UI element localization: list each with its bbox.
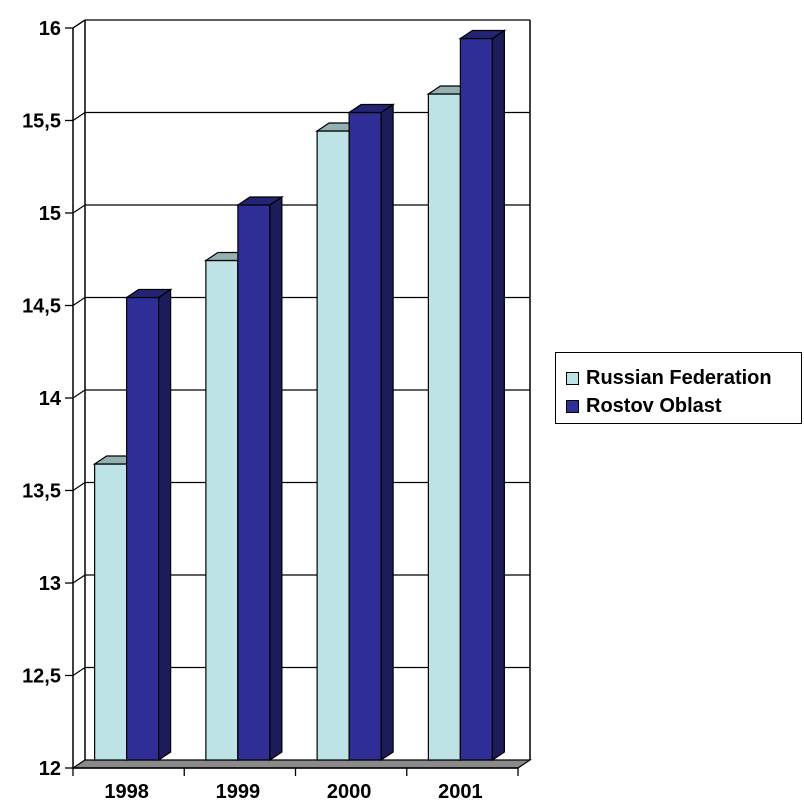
x-tick-label: 1999 [216, 781, 261, 803]
y-tick-label: 14 [39, 388, 62, 410]
y-tick-label: 14,5 [22, 296, 61, 318]
bar-top-face [124, 288, 173, 299]
bar-front-face [237, 204, 271, 761]
y-tick-label: 12,5 [22, 666, 61, 688]
bar-top-face [347, 103, 396, 114]
y-tick-label: 13,5 [22, 481, 61, 503]
axes [65, 19, 531, 776]
y-tick-label: 16 [39, 18, 61, 40]
legend-label-russian-federation: Russian Federation [586, 367, 772, 389]
gridline-depth [72, 297, 86, 306]
legend-item-russian-federation: Russian Federation [566, 367, 772, 390]
bar-top-face [235, 196, 284, 206]
bar-rostov-oblast-1999 [235, 195, 284, 762]
bar-top-face [458, 29, 507, 40]
bar-russian-federation-1998 [92, 454, 141, 762]
gridline-depth [72, 204, 86, 214]
legend-swatch-russian-federation [566, 372, 579, 385]
bar-side-face [380, 103, 394, 762]
bar-front-face [94, 463, 128, 761]
legend-label-rostov-oblast: Rostov Oblast [586, 395, 722, 417]
bar-front-face [126, 296, 160, 761]
x-tick-label: 1998 [104, 781, 149, 803]
gridline-depth [72, 667, 86, 676]
gridline-depth [72, 482, 86, 491]
gridline-depth [72, 389, 86, 399]
bar-rostov-oblast-2001 [458, 29, 507, 762]
side-wall-top-edge [72, 19, 86, 29]
x-tick-label: 2000 [327, 781, 372, 803]
x-tick-label: 2001 [438, 781, 483, 803]
plot-floor [71, 759, 532, 769]
bar-side-face [491, 29, 505, 762]
bar-front-face [348, 111, 382, 761]
bar-rostov-oblast-1998 [124, 288, 173, 762]
legend: Russian Federation Rostov Oblast [555, 352, 802, 424]
bar-front-face [459, 37, 493, 761]
tick-labels: 12 12,5 13 13,5 14 14,5 15 15,5 16 1998 1999 2000 20… [22, 18, 483, 803]
legend-swatch-rostov-oblast [566, 400, 579, 413]
y-tick-label: 15,5 [22, 111, 61, 133]
bar-side-face [269, 195, 283, 762]
bar-front-face [316, 130, 350, 761]
gridline-depth [72, 112, 86, 121]
y-tick-label: 13 [39, 573, 61, 595]
gridline-depth [72, 574, 86, 584]
bar-front-face [427, 93, 461, 761]
y-tick-label: 12 [39, 758, 61, 780]
bar-side-face [158, 288, 172, 762]
bars [92, 29, 507, 762]
y-tick-label: 15 [39, 203, 61, 225]
bar-rostov-oblast-2000 [347, 103, 396, 762]
legend-item-rostov-oblast: Rostov Oblast [566, 395, 722, 418]
bar-front-face [205, 259, 239, 761]
